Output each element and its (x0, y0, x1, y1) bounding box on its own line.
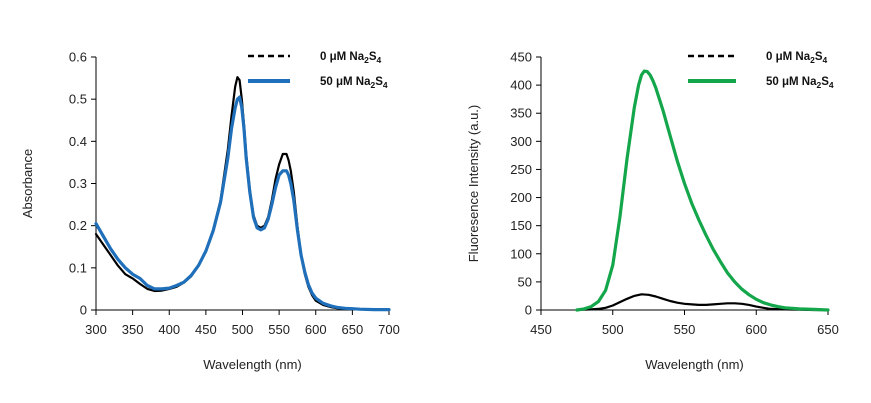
y-tick-label: 150 (510, 218, 532, 233)
legend-item-2: 50 μM Na2S4 (688, 76, 834, 90)
x-tick-label: 600 (745, 322, 767, 337)
y-tick-label: 250 (510, 162, 532, 177)
chart-2: 0 50 100 150 200 250 300 350 400 450 450 500 550 600 6… (466, 50, 839, 373)
legend-label: 50 μM Na2S4 (320, 76, 388, 90)
y-tick-label: 300 (510, 134, 532, 149)
x-tick-label: 600 (305, 322, 327, 337)
y-tick-label: 0.4 (69, 134, 87, 149)
y-tick-label: 400 (510, 78, 532, 93)
y-tick-label: 50 (518, 274, 532, 289)
chart-1: 0 0.1 0.2 0.3 0.4 0.5 0.6 300 350 400 450 500 550 600… (20, 50, 400, 373)
y-tick-label: 200 (510, 190, 532, 205)
x-axis-title: Wavelength (nm) (203, 357, 302, 372)
x-tick-label: 700 (378, 322, 400, 337)
y-tick-label: 350 (510, 106, 532, 121)
legend-item-1: 0 μM Na2S4 (688, 51, 828, 65)
series-line-2 (575, 69, 830, 312)
y-tick-label: 100 (510, 246, 532, 261)
legend-item-1: 0 μM Na2S4 (248, 51, 382, 65)
x-tick-label: 500 (232, 322, 254, 337)
x-tick-label: 350 (122, 322, 144, 337)
x-tick-label: 400 (158, 322, 180, 337)
y-tick-label: 0 (80, 303, 87, 318)
y-tick-label: 0.6 (69, 50, 87, 65)
y-axis-title: Fluoresence Intensity (a.u.) (466, 105, 481, 263)
y-tick-label: 0.1 (69, 260, 87, 275)
y-tick-label: 0.5 (69, 92, 87, 107)
x-tick-label: 450 (195, 322, 217, 337)
y-tick-label: 0.3 (69, 176, 87, 191)
x-tick-label: 650 (342, 322, 364, 337)
legend-item-2: 50 μM Na2S4 (248, 76, 388, 90)
x-tick-label: 450 (530, 322, 552, 337)
legend-label: 0 μM Na2S4 (766, 51, 828, 65)
legend-label: 50 μM Na2S4 (766, 76, 834, 90)
y-axis-title: Absorbance (20, 149, 35, 218)
legend-label: 0 μM Na2S4 (320, 51, 382, 65)
x-tick-label: 550 (674, 322, 696, 337)
x-axis-title: Wavelength (nm) (645, 357, 744, 372)
x-tick-label: 550 (268, 322, 290, 337)
y-tick-label: 450 (510, 50, 532, 65)
y-tick-label: 0.2 (69, 218, 87, 233)
series-line-2 (94, 95, 391, 312)
x-tick-label: 650 (817, 322, 839, 337)
series-line-1 (575, 293, 830, 312)
y-tick-label: 0 (525, 303, 532, 318)
x-tick-label: 500 (602, 322, 624, 337)
x-tick-label: 300 (85, 322, 107, 337)
